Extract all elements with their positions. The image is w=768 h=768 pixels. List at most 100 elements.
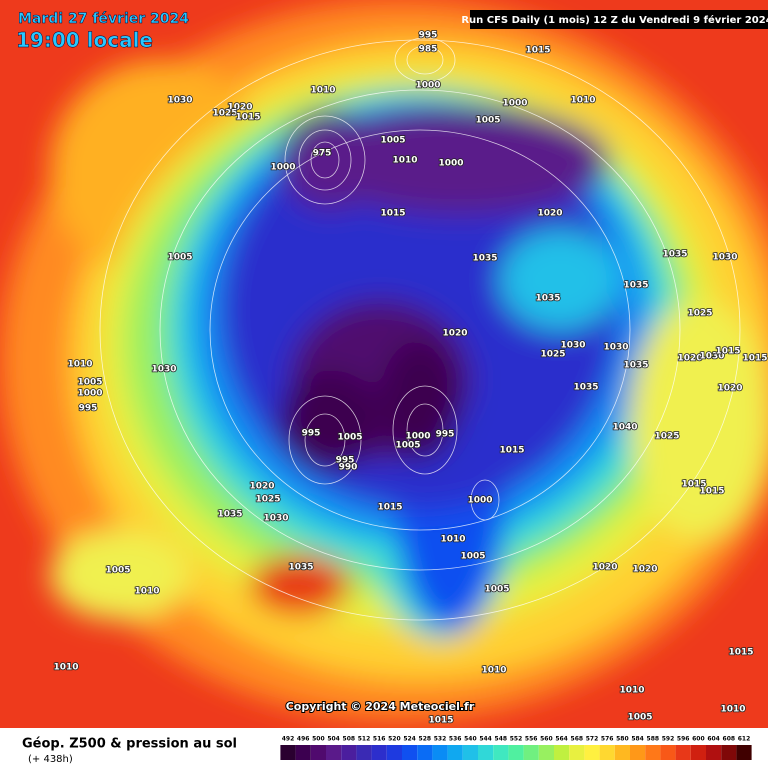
colorbar-tick-label: 612 [738,736,751,743]
colorbar-tick-label: 496 [297,736,310,743]
pressure-label: 1030 [699,352,724,362]
colorbar-cell [523,745,539,760]
colorbar-cell [675,745,691,760]
colorbar-tick-label: 512 [358,736,371,743]
copyright: Copyright © 2024 Meteociel.fr [286,700,475,713]
colorbar-cell [508,745,524,760]
pressure-label: 1000 [77,389,102,399]
pressure-label: 1025 [540,350,565,360]
colorbar-tick-label: 560 [540,736,553,743]
pressure-label: 995 [336,456,355,466]
pressure-label: 1020 [632,565,657,575]
colorbar-tick-label: 528 [419,736,432,743]
pressure-label: 995 [79,404,98,414]
colorbar-tick-label: 552 [510,736,523,743]
pressure-label: 1005 [460,552,485,562]
pressure-label: 1015 [428,716,453,726]
header-date: Mardi 27 février 2024 [18,11,189,27]
pressure-label: 985 [419,45,438,55]
pressure-label: 1035 [623,281,648,291]
colorbar-tick-label: 524 [403,736,416,743]
colorbar-tick-label: 544 [479,736,492,743]
pressure-label: 1040 [612,423,637,433]
pressure-label: 1020 [249,482,274,492]
pressure-label: 1010 [134,587,159,597]
pressure-label: 1005 [167,253,192,263]
colorbar-tick-label: 536 [449,736,462,743]
pressure-label: 1010 [310,86,335,96]
colorbar-cell [630,745,646,760]
pressure-label: 1030 [263,514,288,524]
pressure-label: 1035 [288,563,313,573]
colorbar-tick-label: 572 [586,736,599,743]
pressure-label: 995 [436,430,455,440]
run-info: Run CFS Daily (1 mois) 12 Z du Vendredi … [461,14,768,26]
pressure-label: 1010 [481,666,506,676]
pressure-label: 1020 [442,329,467,339]
pressure-label: 1000 [415,81,440,91]
colorbar-cell [310,745,326,760]
pressure-label: 990 [339,463,358,473]
colorbar-cell [599,745,615,760]
colorbar-cell [432,745,448,760]
pressure-label: 1020 [227,103,252,113]
colorbar-cell [660,745,676,760]
colorbar-tick-label: 568 [571,736,584,743]
colorbar-tick-label: 540 [464,736,477,743]
colorbar-cell [690,745,706,760]
pressure-label: 1015 [681,480,706,490]
pressure-label: 1005 [337,433,362,443]
colorbar-cell [554,745,570,760]
pressure-label: 1010 [440,535,465,545]
colorbar-tick-label: 556 [525,736,538,743]
pressure-label: 1035 [217,510,242,520]
colorbar-cell [538,745,554,760]
colorbar-tick-label: 604 [707,736,720,743]
pressure-label: 1015 [380,209,405,219]
pressure-label: 1035 [662,250,687,260]
colorbar-cell [280,745,296,760]
pressure-label: 1035 [573,383,598,393]
pressure-label: 1005 [395,441,420,451]
colorbar-cell [402,745,418,760]
pressure-label: 1000 [270,163,295,173]
colorbar-cell [478,745,494,760]
colorbar-cell [493,745,509,760]
pressure-label: 1005 [105,566,130,576]
pressure-label: 1035 [623,361,648,371]
colorbar-tick-label: 492 [282,736,295,743]
pressure-label: 1020 [592,563,617,573]
colorbar-tick-label: 576 [601,736,614,743]
pressure-label: 1005 [77,378,102,388]
pressure-label: 1000 [438,159,463,169]
pressure-label: 1015 [742,354,767,364]
footer-title: Géop. Z500 & pression au sol [22,737,237,752]
colorbar-cell [447,745,463,760]
pressure-label: 1005 [380,136,405,146]
pressure-label: 1025 [654,432,679,442]
pressure-label: 1000 [467,496,492,506]
colorbar-cell [736,745,752,760]
colorbar-cell [295,745,311,760]
colorbar-tick-label: 516 [373,736,386,743]
colorbar-tick-label: 592 [662,736,675,743]
colorbar-tick-label: 600 [692,736,705,743]
colorbar-cell [326,745,342,760]
colorbar-tick-label: 596 [677,736,690,743]
pressure-label: 1015 [728,648,753,658]
colorbar-tick-label: 532 [434,736,447,743]
colorbar-tick-label: 500 [312,736,325,743]
pressure-label: 1035 [535,294,560,304]
colorbar-cell [371,745,387,760]
pressure-label: 1020 [677,354,702,364]
pressure-label: 1000 [502,99,527,109]
colorbar-cell [417,745,433,760]
pressure-label: 1025 [255,495,280,505]
colorbar-cell [645,745,661,760]
colorbar-tick-label: 564 [555,736,568,743]
colorbar-cell [386,745,402,760]
pressure-label: 1010 [392,156,417,166]
pressure-label: 1005 [484,585,509,595]
